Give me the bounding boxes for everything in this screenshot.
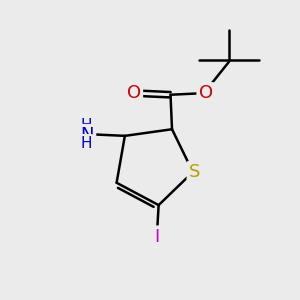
Text: I: I xyxy=(154,228,160,246)
Text: O: O xyxy=(127,84,141,102)
Text: O: O xyxy=(199,84,213,102)
Text: S: S xyxy=(189,163,200,181)
Text: H: H xyxy=(80,136,92,151)
Text: H: H xyxy=(80,118,92,134)
Text: N: N xyxy=(81,126,94,144)
